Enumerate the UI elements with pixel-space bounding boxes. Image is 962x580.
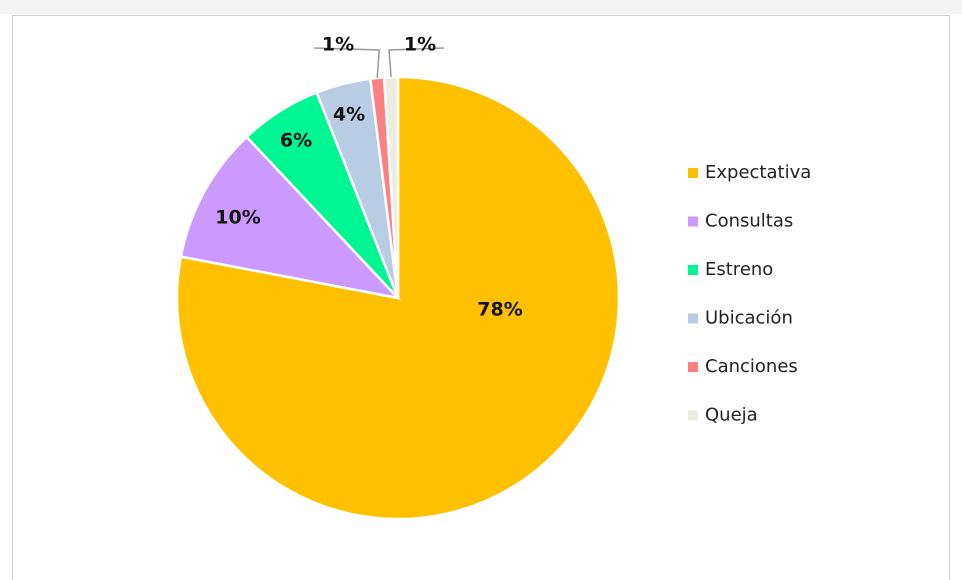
leader-line <box>313 47 381 79</box>
pie-slice <box>179 135 402 300</box>
data-labels: 78% 10% 6% 4% 1% 1% <box>215 34 522 321</box>
legend-label: Estreno <box>705 259 773 280</box>
leader-line <box>388 47 445 78</box>
legend-label: Canciones <box>705 356 798 377</box>
data-label: 1% <box>322 34 354 56</box>
legend: Expectativa Consultas Estreno Ubicación Canc… <box>688 162 811 426</box>
legend-swatch <box>688 362 698 372</box>
legend-swatch <box>688 216 698 227</box>
legend-swatch <box>688 168 698 178</box>
legend-swatch <box>688 265 698 275</box>
legend-label: Consultas <box>705 211 793 232</box>
data-label: 1% <box>404 34 436 56</box>
legend-label: Expectativa <box>705 162 811 183</box>
data-label: 6% <box>280 130 312 152</box>
legend-label: Ubicación <box>705 308 793 329</box>
legend-swatch <box>688 313 698 324</box>
data-label: 10% <box>215 207 260 229</box>
legend-swatch <box>688 410 698 421</box>
data-label: 4% <box>333 104 365 126</box>
data-label: 78% <box>477 299 522 321</box>
legend-label: Queja <box>705 405 758 426</box>
pie <box>175 75 621 521</box>
top-strip <box>0 0 962 14</box>
